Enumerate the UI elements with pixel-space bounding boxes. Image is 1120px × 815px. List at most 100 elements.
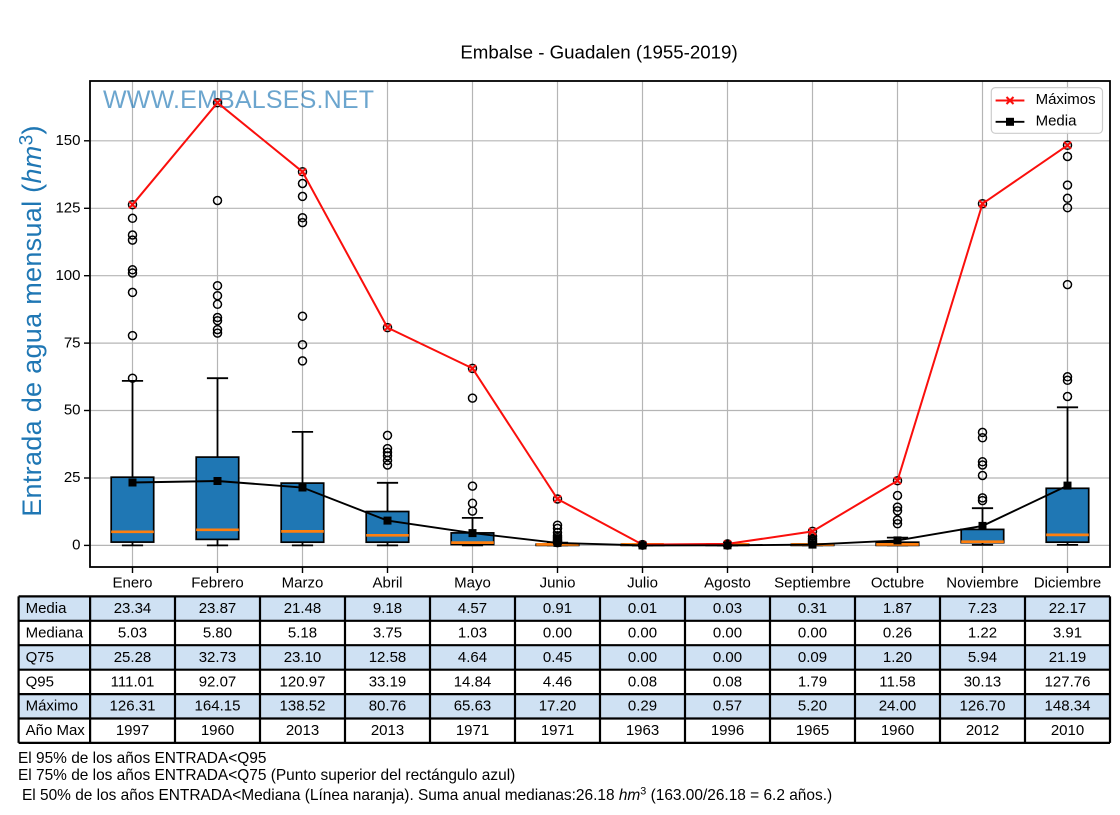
- svg-text:5.18: 5.18: [288, 624, 317, 641]
- svg-text:1.79: 1.79: [798, 673, 827, 690]
- svg-text:30.13: 30.13: [964, 673, 1002, 690]
- svg-text:0.29: 0.29: [628, 698, 657, 715]
- svg-text:Diciembre: Diciembre: [1034, 575, 1102, 592]
- svg-text:3.91: 3.91: [1053, 624, 1082, 641]
- svg-text:El 95% de los años ENTRADA<Q95: El 95% de los años ENTRADA<Q95: [18, 750, 266, 767]
- svg-text:0.57: 0.57: [713, 698, 742, 715]
- svg-text:Junio: Junio: [540, 575, 576, 592]
- svg-text:Entrada de agua mensual (hm3): Entrada de agua mensual (hm3): [17, 125, 48, 517]
- svg-text:0.91: 0.91: [543, 600, 572, 617]
- svg-text:164.15: 164.15: [195, 698, 241, 715]
- svg-text:WWW.EMBALSES.NET: WWW.EMBALSES.NET: [103, 86, 374, 114]
- svg-text:21.48: 21.48: [284, 600, 322, 617]
- svg-text:0.09: 0.09: [798, 649, 827, 666]
- svg-text:5.94: 5.94: [968, 649, 997, 666]
- svg-text:1.03: 1.03: [458, 624, 487, 641]
- svg-text:75: 75: [64, 334, 81, 351]
- svg-text:25.28: 25.28: [114, 649, 152, 666]
- svg-text:Máximos: Máximos: [1036, 91, 1096, 108]
- svg-text:0.26: 0.26: [883, 624, 912, 641]
- svg-text:2013: 2013: [371, 722, 404, 739]
- svg-text:5.80: 5.80: [203, 624, 232, 641]
- svg-text:0: 0: [72, 537, 80, 554]
- svg-text:El 50% de los años ENTRADA<Med: El 50% de los años ENTRADA<Mediana (Líne…: [22, 785, 832, 804]
- svg-text:1960: 1960: [201, 722, 234, 739]
- svg-text:1997: 1997: [116, 722, 149, 739]
- svg-text:32.73: 32.73: [199, 649, 237, 666]
- svg-text:1.20: 1.20: [883, 649, 912, 666]
- svg-text:1971: 1971: [541, 722, 574, 739]
- svg-text:7.23: 7.23: [968, 600, 997, 617]
- svg-text:14.84: 14.84: [454, 673, 492, 690]
- svg-text:21.19: 21.19: [1049, 649, 1087, 666]
- svg-text:0.08: 0.08: [713, 673, 742, 690]
- svg-text:126.70: 126.70: [960, 698, 1006, 715]
- svg-text:Embalse - Guadalen (1955-2019): Embalse - Guadalen (1955-2019): [460, 42, 737, 63]
- svg-text:Agosto: Agosto: [704, 575, 751, 592]
- svg-text:3.75: 3.75: [373, 624, 402, 641]
- svg-text:0.00: 0.00: [798, 624, 827, 641]
- svg-text:4.57: 4.57: [458, 600, 487, 617]
- svg-text:12.58: 12.58: [369, 649, 407, 666]
- svg-text:Febrero: Febrero: [191, 575, 244, 592]
- svg-text:0.00: 0.00: [543, 624, 572, 641]
- svg-text:33.19: 33.19: [369, 673, 407, 690]
- svg-text:126.31: 126.31: [110, 698, 156, 715]
- svg-text:1996: 1996: [711, 722, 744, 739]
- svg-text:1.22: 1.22: [968, 624, 997, 641]
- svg-text:0.08: 0.08: [628, 673, 657, 690]
- svg-text:0.00: 0.00: [628, 649, 657, 666]
- svg-text:0.31: 0.31: [798, 600, 827, 617]
- svg-text:17.20: 17.20: [539, 698, 577, 715]
- svg-text:1.87: 1.87: [883, 600, 912, 617]
- svg-text:Mayo: Mayo: [454, 575, 491, 592]
- svg-text:0.00: 0.00: [713, 649, 742, 666]
- svg-text:Julio: Julio: [627, 575, 658, 592]
- svg-text:4.46: 4.46: [543, 673, 572, 690]
- svg-text:1965: 1965: [796, 722, 829, 739]
- svg-text:Septiembre: Septiembre: [774, 575, 851, 592]
- svg-text:25: 25: [64, 469, 81, 486]
- svg-text:0.00: 0.00: [628, 624, 657, 641]
- svg-text:138.52: 138.52: [280, 698, 326, 715]
- svg-text:Media: Media: [26, 600, 68, 617]
- svg-text:120.97: 120.97: [280, 673, 326, 690]
- svg-text:1960: 1960: [881, 722, 914, 739]
- svg-text:23.34: 23.34: [114, 600, 152, 617]
- svg-text:0.01: 0.01: [628, 600, 657, 617]
- svg-text:El 75% de los años ENTRADA<Q75: El 75% de los años ENTRADA<Q75 (Punto su…: [18, 767, 515, 784]
- svg-text:2013: 2013: [286, 722, 319, 739]
- svg-text:1963: 1963: [626, 722, 659, 739]
- svg-text:2012: 2012: [966, 722, 999, 739]
- svg-text:Noviembre: Noviembre: [946, 575, 1019, 592]
- svg-text:100: 100: [55, 267, 80, 284]
- svg-text:Máximo: Máximo: [26, 698, 79, 715]
- svg-text:Abril: Abril: [372, 575, 402, 592]
- svg-text:Q95: Q95: [26, 673, 54, 690]
- svg-text:Mediana: Mediana: [26, 624, 84, 641]
- svg-text:4.64: 4.64: [458, 649, 487, 666]
- svg-text:0.00: 0.00: [713, 624, 742, 641]
- svg-text:50: 50: [64, 402, 81, 419]
- svg-text:11.58: 11.58: [879, 673, 915, 690]
- svg-text:125: 125: [55, 200, 80, 217]
- svg-text:Media: Media: [1036, 112, 1078, 129]
- svg-text:Marzo: Marzo: [282, 575, 324, 592]
- svg-text:Enero: Enero: [112, 575, 152, 592]
- svg-text:0.45: 0.45: [543, 649, 572, 666]
- svg-text:111.01: 111.01: [111, 673, 155, 690]
- svg-text:65.63: 65.63: [454, 698, 492, 715]
- svg-text:24.00: 24.00: [879, 698, 917, 715]
- svg-text:1971: 1971: [456, 722, 489, 739]
- svg-text:80.76: 80.76: [369, 698, 407, 715]
- svg-text:5.20: 5.20: [798, 698, 827, 715]
- svg-text:9.18: 9.18: [373, 600, 402, 617]
- svg-text:Q75: Q75: [26, 649, 54, 666]
- svg-text:92.07: 92.07: [199, 673, 237, 690]
- svg-text:23.10: 23.10: [284, 649, 322, 666]
- svg-text:127.76: 127.76: [1045, 673, 1091, 690]
- svg-text:5.03: 5.03: [118, 624, 147, 641]
- svg-text:150: 150: [55, 132, 80, 149]
- svg-text:148.34: 148.34: [1045, 698, 1091, 715]
- svg-text:0.03: 0.03: [713, 600, 742, 617]
